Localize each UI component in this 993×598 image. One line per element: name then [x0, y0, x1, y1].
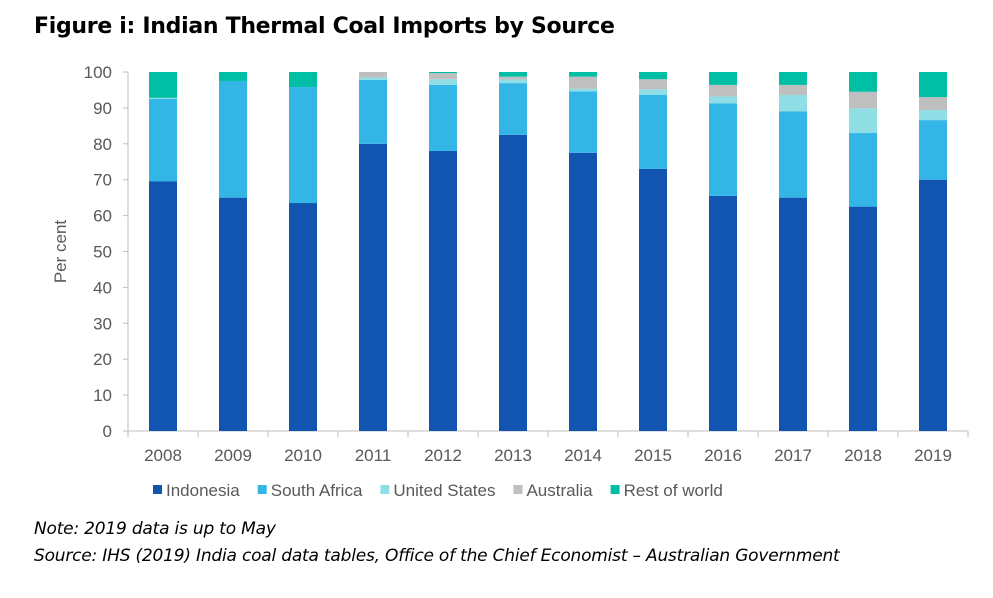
bar-segment [569, 88, 597, 92]
bar-segment [149, 98, 177, 182]
bar-segment [359, 79, 387, 144]
bar-segment [289, 87, 317, 204]
legend-swatch [610, 485, 620, 494]
bar-segment [849, 91, 877, 109]
x-tick-label: 2017 [774, 446, 812, 465]
bar-segment [779, 72, 807, 85]
x-tick-label: 2018 [844, 446, 882, 465]
y-tick-label: 80 [93, 135, 112, 154]
bar-segment [849, 133, 877, 207]
bar-segment [639, 79, 667, 90]
legend-swatch [257, 485, 267, 494]
bar-segment [429, 72, 457, 74]
bar-segment [919, 72, 947, 98]
bar-segment [359, 77, 387, 80]
x-tick-label: 2009 [214, 446, 252, 465]
bar-segment [569, 152, 597, 431]
legend-label: Australia [526, 481, 593, 500]
legend-swatch [513, 485, 523, 494]
bar-segment [919, 120, 947, 180]
bar-segment [219, 197, 247, 431]
bar-segment [919, 97, 947, 111]
bar-segment [569, 76, 597, 89]
y-tick-label: 50 [93, 243, 112, 262]
x-tick-label: 2008 [144, 446, 182, 465]
bar-segment [779, 111, 807, 198]
bar-segment [149, 72, 177, 98]
bar-segment [359, 72, 387, 78]
bar-segment [289, 72, 317, 88]
y-tick-label: 20 [93, 350, 112, 369]
bar-segment [429, 84, 457, 151]
bar-segment [709, 103, 737, 196]
bar-segment [149, 97, 177, 99]
bar-segment [779, 197, 807, 431]
bar-segment [849, 108, 877, 134]
x-tick-label: 2016 [704, 446, 742, 465]
legend-label: Indonesia [166, 481, 240, 500]
bar-segment [569, 91, 597, 153]
bar-segment [429, 73, 457, 80]
y-tick-label: 60 [93, 207, 112, 226]
x-tick-label: 2015 [634, 446, 672, 465]
bar-segment [919, 179, 947, 431]
x-tick-label: 2011 [355, 446, 392, 465]
legend-label: South Africa [271, 481, 363, 500]
y-tick-label: 0 [103, 422, 112, 441]
bar-segment [499, 79, 527, 84]
bar-segment [709, 84, 737, 97]
bar-segment [919, 110, 947, 121]
bar-segment [709, 195, 737, 431]
bar-segment [709, 96, 737, 104]
bar-segment [639, 94, 667, 169]
bar-segment [709, 72, 737, 85]
bar-segment [429, 150, 457, 432]
stacked-bar-chart: 0 10 20 30 40 50 60 70 80 90 100 Per cent 2008 2009 20… [51, 63, 969, 500]
y-tick-label: 90 [93, 99, 112, 118]
y-axis-label: Per cent [51, 220, 70, 284]
bar-segment [639, 89, 667, 95]
bar-segment [569, 72, 597, 77]
legend-swatch [153, 485, 162, 494]
bar-segment [359, 143, 387, 432]
y-tick-label: 100 [84, 63, 112, 82]
legend-label: Rest of world [624, 481, 723, 500]
y-tick-label: 70 [93, 171, 112, 190]
bar-segment [289, 203, 317, 431]
bar-segment [849, 206, 877, 431]
bar-segment [779, 94, 807, 112]
x-tick-label: 2010 [284, 446, 322, 465]
bar-segment [639, 168, 667, 431]
chart-title: Figure i: Indian Thermal Coal Imports by… [34, 14, 615, 39]
bar-segment [219, 80, 247, 198]
chart-source: Source: IHS (2019) India coal data table… [34, 546, 840, 566]
bar-segment [499, 83, 527, 135]
y-tick-label: 30 [93, 314, 112, 333]
x-tick-label: 2012 [424, 446, 462, 465]
bar-segment [639, 72, 667, 80]
bar-segment [779, 84, 807, 95]
legend-swatch [380, 485, 390, 494]
bar-segment [499, 76, 527, 80]
bar-segment [499, 72, 527, 77]
legend-label: United States [393, 481, 495, 500]
bar-segment [149, 181, 177, 431]
x-tick-label: 2013 [494, 446, 532, 465]
bar-segment [499, 134, 527, 431]
chart-note: Note: 2019 data is up to May [34, 519, 276, 539]
bar-segment [849, 72, 877, 92]
bar-segment [429, 79, 457, 85]
y-tick-label: 10 [93, 386, 112, 405]
bar-segment [219, 72, 247, 81]
y-tick-label: 40 [93, 278, 112, 297]
x-tick-label: 2019 [914, 446, 952, 465]
x-tick-label: 2014 [564, 446, 602, 465]
